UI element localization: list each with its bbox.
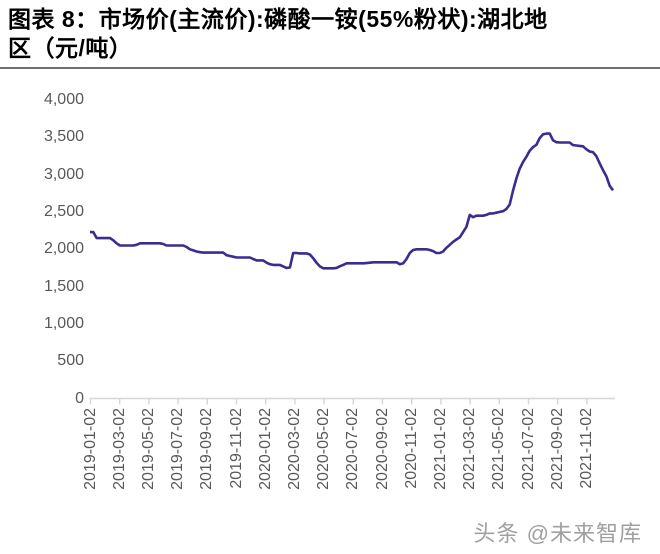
chart-title-line-2: 区（元/吨） <box>8 35 133 61</box>
y-axis-tick-label: 2,000 <box>43 240 84 258</box>
chart-title: 图表 8：市场价(主流价):磷酸一铵(55%粉状):湖北地 区（元/吨） <box>0 0 660 69</box>
x-axis-tick-label: 2020-07-02 <box>344 408 362 490</box>
y-axis-tick-label: 4,000 <box>43 91 84 108</box>
chart-title-line-1: 图表 8：市场价(主流价):磷酸一铵(55%粉状):湖北地 <box>8 6 548 32</box>
x-axis-tick-label: 2021-03-02 <box>461 408 479 490</box>
x-axis-tick-label: 2021-11-02 <box>577 408 595 489</box>
y-axis-tick-label: 500 <box>57 352 84 370</box>
x-axis-tick-label: 2020-09-02 <box>373 408 391 490</box>
y-axis-tick-label: 3,500 <box>43 128 84 146</box>
x-axis-tick-label: 2019-01-02 <box>81 408 99 490</box>
x-axis-tick-label: 2020-01-02 <box>256 408 274 490</box>
x-axis-tick-label: 2021-05-02 <box>490 408 508 490</box>
x-axis-tick-label: 2019-05-02 <box>139 408 157 490</box>
price-line-series <box>90 132 615 270</box>
x-axis-tick-label: 2021-01-02 <box>431 408 449 490</box>
x-axis-tick-label: 2020-11-02 <box>402 408 420 489</box>
x-axis-tick-label: 2021-09-02 <box>548 408 566 490</box>
x-axis-tick-label: 2020-03-02 <box>285 408 303 490</box>
x-axis-tick-label: 2019-11-02 <box>227 408 245 489</box>
y-axis-tick-label: 0 <box>75 389 84 407</box>
x-axis-tick-label: 2019-07-02 <box>169 408 187 490</box>
y-axis-tick-label: 1,500 <box>43 277 84 295</box>
x-axis-tick-label: 2019-09-02 <box>198 408 216 490</box>
x-axis-tick-label: 2020-05-02 <box>315 408 333 490</box>
y-axis-tick-label: 2,500 <box>43 202 84 220</box>
x-axis-tick-label: 2021-07-02 <box>519 408 537 490</box>
x-axis-tick-label: 2019-03-02 <box>110 408 128 490</box>
y-axis-tick-label: 1,000 <box>43 314 84 332</box>
watermark: 头条 @未来智库 <box>473 521 642 546</box>
y-axis-tick-label: 3,000 <box>43 165 84 183</box>
